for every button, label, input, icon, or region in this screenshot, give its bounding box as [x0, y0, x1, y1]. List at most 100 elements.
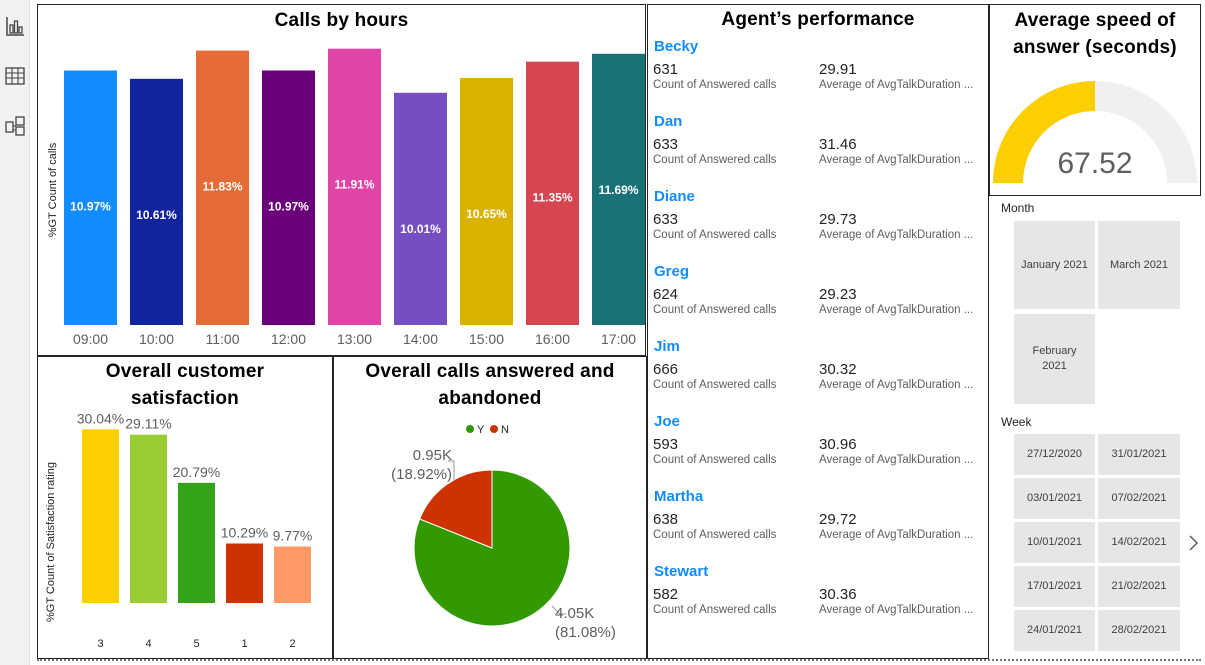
agent-avg-talk-duration: 29.73	[819, 211, 857, 228]
agent-answered-count: 582	[653, 586, 679, 603]
data-label: 29.11%	[125, 416, 171, 432]
agent-count-caption: Count of Answered calls	[653, 154, 777, 166]
agent-answered-count: 633	[653, 136, 679, 153]
legend-label: N	[501, 424, 509, 436]
chevron-right-icon[interactable]	[1187, 534, 1199, 552]
calls-by-hours-panel[interactable]: Calls by hours %GT Count of calls 10.97% 0…	[37, 4, 646, 356]
bar	[328, 48, 381, 326]
month-tile[interactable]: February 2021	[1014, 314, 1095, 404]
agent-count-caption: Count of Answered calls	[653, 379, 777, 391]
table-icon[interactable]	[3, 64, 27, 88]
bar	[196, 50, 249, 325]
data-label: 10.01%	[400, 222, 441, 236]
gauge-fill	[993, 81, 1095, 183]
speed-title-line2: answer (seconds)	[1013, 37, 1177, 58]
agent-count-caption: Count of Answered calls	[653, 79, 777, 91]
agent-name: Martha	[654, 488, 704, 505]
week-tile[interactable]: 24/01/2021	[1014, 610, 1095, 651]
month-tile-label: February 2021	[1032, 345, 1077, 372]
agent-count-caption: Count of Answered calls	[653, 304, 777, 316]
agent-answered-count: 638	[653, 511, 679, 528]
bar	[262, 70, 315, 325]
data-label: 11.91%	[334, 178, 374, 192]
month-tile[interactable]: March 2021	[1098, 221, 1180, 309]
x-tick-label: 09:00	[73, 331, 108, 347]
answered-title-line1: Overall calls answered and	[365, 361, 615, 382]
agents-panel[interactable]: Agent’s performance Becky 631 29.91 Count o…	[647, 4, 989, 659]
answered-title-line2: abandoned	[438, 388, 542, 409]
data-label: 10.29%	[221, 525, 268, 541]
data-label: 11.35%	[532, 191, 572, 205]
legend-marker	[490, 425, 498, 433]
x-tick-label: 14:00	[403, 331, 438, 347]
speed-gauge[interactable]: 67.52	[990, 5, 1200, 193]
agent-avg-talk-duration: 30.36	[819, 586, 857, 603]
agent-avg-caption: Average of AvgTalkDuration ...	[819, 79, 974, 91]
bar	[592, 53, 645, 326]
x-tick-label: 11:00	[206, 331, 240, 347]
week-tile[interactable]: 17/01/2021	[1014, 566, 1095, 607]
x-tick-label: 5	[193, 638, 199, 650]
calls-by-hours-title: Calls by hours	[274, 10, 409, 31]
agent-count-caption: Count of Answered calls	[653, 604, 777, 616]
satisfaction-title-line1: Overall customer	[105, 361, 265, 382]
week-tile[interactable]: 27/12/2020	[1014, 434, 1095, 475]
speed-panel[interactable]: Average speed of answer (seconds) 67.52	[989, 4, 1201, 196]
data-label: 11.69%	[598, 183, 638, 197]
agent-name: Stewart	[654, 563, 709, 580]
pie-slice	[413, 469, 571, 627]
week-tile[interactable]: 14/02/2021	[1098, 522, 1180, 563]
satisfaction-panel[interactable]: Overall customer satisfaction %GT Count …	[37, 356, 333, 659]
data-label: 0.95K	[413, 447, 452, 464]
bar	[82, 429, 119, 603]
report-icon[interactable]	[3, 14, 27, 38]
x-tick-label: 1	[241, 638, 247, 650]
agent-count-caption: Count of Answered calls	[653, 454, 777, 466]
week-tile[interactable]: 21/02/2021	[1098, 566, 1180, 607]
data-label: 10.61%	[136, 208, 177, 222]
agent-avg-caption: Average of AvgTalkDuration ...	[819, 304, 974, 316]
agent-avg-talk-duration: 29.91	[819, 61, 857, 78]
agent-avg-talk-duration: 30.96	[819, 436, 857, 453]
answered-panel[interactable]: Overall calls answered and abandoned Y N 4…	[333, 356, 647, 659]
week-tile[interactable]: 07/02/2021	[1098, 478, 1180, 519]
page-bottom-divider	[37, 659, 1201, 661]
data-label: (81.08%)	[555, 624, 616, 641]
week-tile[interactable]: 28/02/2021	[1098, 610, 1180, 651]
agents-title: Agent’s performance	[721, 9, 915, 30]
agent-avg-caption: Average of AvgTalkDuration ...	[819, 379, 974, 391]
week-tile[interactable]: 31/01/2021	[1098, 434, 1180, 475]
month-tile[interactable]: January 2021	[1014, 221, 1095, 309]
month-slicer-title: Month	[1001, 201, 1035, 215]
legend-label: Y	[477, 424, 485, 436]
model-icon[interactable]	[3, 114, 27, 138]
agent-avg-caption: Average of AvgTalkDuration ...	[819, 604, 974, 616]
calls-by-hours-chart[interactable]: %GT Count of calls 10.97% 09:00 10.61% 10:00…	[38, 5, 645, 353]
agent-answered-count: 624	[653, 286, 679, 303]
bar	[226, 543, 263, 603]
agent-avg-talk-duration: 29.23	[819, 286, 857, 303]
data-label: 11.83%	[202, 180, 242, 194]
week-tile[interactable]: 10/01/2021	[1014, 522, 1095, 563]
week-tile[interactable]: 03/01/2021	[1014, 478, 1095, 519]
speed-title-line1: Average speed of	[1014, 10, 1176, 31]
x-tick-label: 13:00	[337, 331, 372, 347]
answered-pie-chart[interactable]: Y N 4.05K (81.08%) 0.95K (18.92%)	[334, 357, 646, 656]
agent-avg-caption: Average of AvgTalkDuration ...	[819, 454, 974, 466]
y-axis-label: %GT Count of calls	[47, 142, 59, 237]
satisfaction-chart[interactable]: %GT Count of Satisfaction rating 30.04% 3 2…	[38, 357, 332, 656]
view-switcher-rail	[0, 0, 30, 665]
data-label: 10.97%	[268, 199, 309, 213]
x-tick-label: 10:00	[139, 331, 174, 347]
data-label: 30.04%	[77, 410, 124, 426]
y-axis-label: %GT Count of Satisfaction rating	[45, 462, 57, 622]
x-tick-label: 4	[145, 638, 151, 650]
data-label: 10.65%	[466, 207, 507, 221]
agent-name: Joe	[654, 413, 680, 430]
bar	[130, 434, 167, 603]
x-tick-label: 15:00	[469, 331, 504, 347]
agent-avg-talk-duration: 29.72	[819, 511, 857, 528]
bar	[394, 92, 447, 325]
bar	[64, 70, 117, 325]
agent-count-caption: Count of Answered calls	[653, 529, 777, 541]
